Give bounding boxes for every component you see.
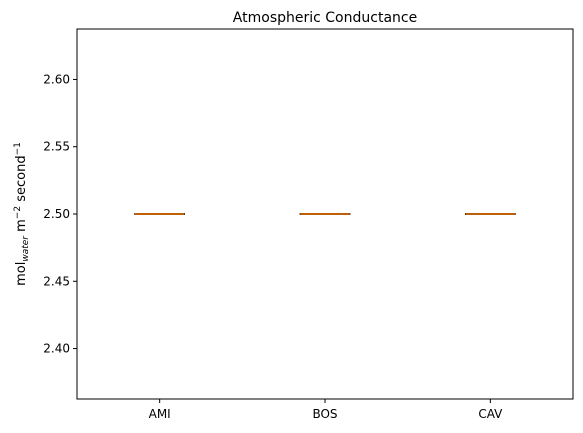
box-elements [134,213,516,215]
y-axis-ticks: 2.40 2.45 2.50 2.55 2.60 [43,72,77,356]
y-tick-label: 2.50 [43,207,70,221]
y-label-sup1: −2 [13,206,23,219]
y-label-rest2: second [14,155,29,206]
y-label-subscript: water [21,235,31,262]
plot-frame [76,28,574,400]
y-label-sup2: −1 [13,142,23,155]
y-tick-label: 2.55 [43,140,70,154]
y-tick-label: 2.40 [43,342,70,356]
y-label-rest: m [14,219,29,236]
y-label-base: mol [14,262,29,286]
x-tick-label: AMI [149,407,171,421]
y-axis-label: molwater m−2 second−1 [13,142,31,286]
y-tick-label: 2.60 [43,72,70,86]
x-tick-label: BOS [312,407,337,421]
x-tick-label: CAV [478,407,503,421]
chart-title: Atmospheric Conductance [233,10,417,26]
y-tick-label: 2.45 [43,274,70,288]
x-axis-ticks: AMI BOS CAV [149,399,503,421]
